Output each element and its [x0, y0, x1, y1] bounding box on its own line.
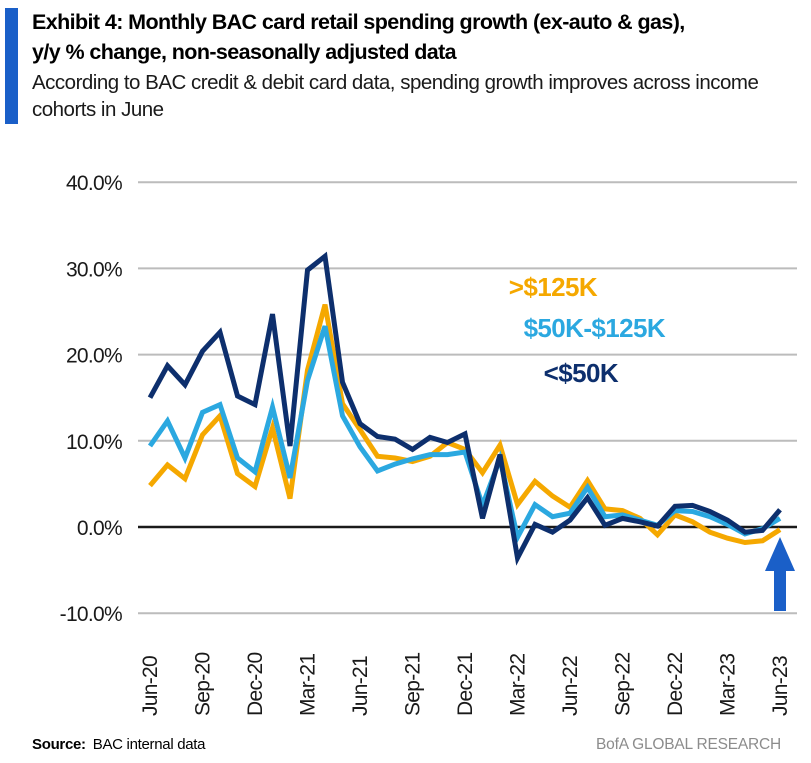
- source-text: BAC internal data: [92, 736, 206, 753]
- header-text: Exhibit 4: Monthly BAC card retail spend…: [32, 8, 811, 124]
- exhibit-subtitle: According to BAC credit & debit card dat…: [32, 71, 759, 121]
- y-axis-label: 40.0%: [66, 172, 122, 195]
- x-axis-label: Jun-22: [559, 656, 582, 716]
- exhibit-header: Exhibit 4: Monthly BAC card retail spend…: [5, 8, 811, 124]
- exhibit-title: Exhibit 4: Monthly BAC card retail spend…: [32, 8, 811, 67]
- x-axis-label: Dec-20: [244, 652, 267, 716]
- x-axis-label: Sep-20: [192, 652, 215, 716]
- x-axis-label: Jun-23: [769, 656, 792, 716]
- x-axis-label: Sep-22: [612, 652, 635, 716]
- y-axis-label: 10.0%: [66, 431, 122, 454]
- legend-50k-125k: $50K-$125K: [524, 313, 666, 343]
- source-label: Source:: [32, 736, 86, 753]
- title-line-1: Exhibit 4: Monthly BAC card retail spend…: [32, 10, 685, 34]
- x-axis-label: Jun-21: [349, 656, 372, 716]
- x-axis-label: Mar-22: [507, 654, 530, 716]
- x-axis-label: Jun-20: [139, 656, 162, 716]
- x-axis-label: Dec-22: [664, 652, 687, 716]
- exhibit-footer: Source: BAC internal data BofA GLOBAL RES…: [32, 736, 781, 754]
- x-axis-label: Mar-23: [717, 654, 740, 716]
- y-axis-label: 30.0%: [66, 258, 122, 281]
- x-axis-label: Sep-21: [402, 652, 425, 716]
- y-axis-label: 0.0%: [77, 517, 122, 540]
- x-axis-label: Mar-21: [297, 654, 320, 716]
- y-axis-label: -10.0%: [60, 603, 122, 626]
- brand-mark: BofA GLOBAL RESEARCH: [596, 736, 781, 753]
- line-50k-125k: [147, 325, 782, 545]
- accent-bar: [5, 8, 18, 124]
- line-under-50k: [147, 251, 782, 566]
- legend-over-125k: >$125K: [509, 272, 598, 302]
- title-line-2: y/y % change, non-seasonally adjusted da…: [32, 39, 457, 64]
- source-note: Source: BAC internal data: [32, 736, 206, 753]
- legend-under-50k: <$50K: [544, 358, 619, 388]
- y-axis-label: 20.0%: [66, 345, 122, 368]
- line-over-125k: [148, 303, 782, 546]
- up-arrow-annotation: [765, 537, 795, 611]
- x-axis-label: Dec-21: [454, 652, 477, 716]
